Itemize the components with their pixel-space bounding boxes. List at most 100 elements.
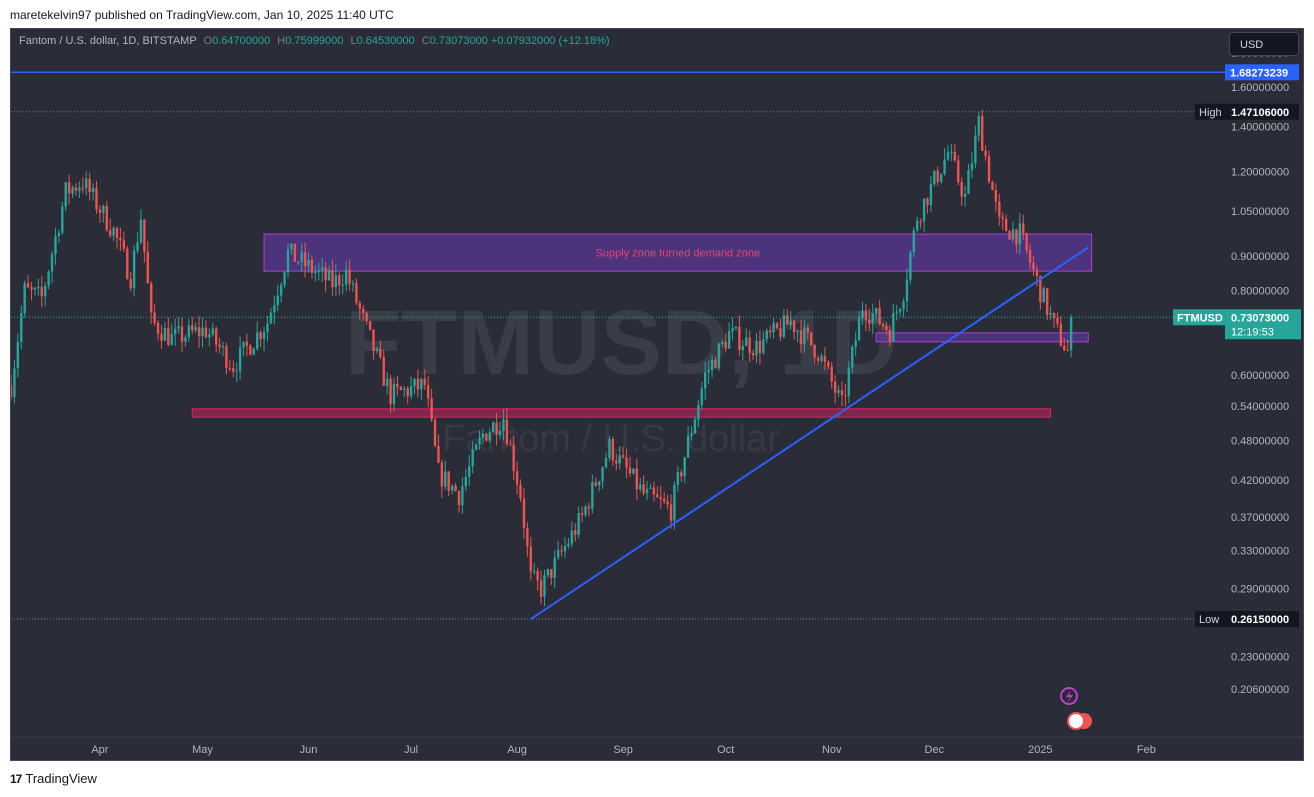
tradingview-logo-icon: 17 (10, 771, 22, 786)
candle-body (577, 512, 580, 535)
price-tick-label: 0.80000000 (1231, 286, 1289, 298)
legend-low: 0.64530000 (356, 35, 415, 47)
candle-body (50, 254, 54, 272)
last-price-ticker-bg (1173, 309, 1225, 326)
candle-body (228, 367, 232, 369)
time-tick-label: Feb (1137, 744, 1156, 756)
candle-body (85, 178, 88, 188)
candle-body (382, 356, 385, 386)
candle-body (721, 341, 724, 344)
candle-body (180, 326, 184, 342)
legend-high: 0.75999000 (285, 35, 344, 47)
candle-body (765, 330, 768, 340)
candle-body (245, 341, 249, 346)
candle-body (119, 237, 122, 241)
candle-body (177, 326, 180, 329)
candle-body (150, 283, 153, 313)
candle-body (536, 571, 539, 581)
candle-body (1066, 350, 1069, 352)
candle-body (987, 156, 991, 182)
candle-body (221, 346, 225, 348)
candle-body (355, 283, 358, 303)
candle-body (1028, 250, 1032, 263)
candle-body (642, 484, 645, 494)
candle-body (102, 205, 105, 214)
candle-body (919, 220, 922, 222)
last-price-countdown: 12:19:53 (1231, 326, 1274, 338)
candle-body (963, 193, 967, 197)
candle-body (392, 383, 396, 405)
price-tick-label: 1.60000000 (1231, 82, 1289, 94)
candle-body (320, 267, 324, 271)
candle-body (485, 433, 488, 441)
candle-body (662, 498, 666, 502)
candle-body (204, 327, 208, 338)
candle-body (768, 330, 772, 333)
candle-body (491, 422, 495, 433)
candle-body (44, 285, 47, 297)
legend-change: +0.07932000 (+12.18%) (490, 35, 610, 47)
candle-body (960, 182, 963, 197)
last-price-ticker: FTMUSD (1177, 312, 1223, 324)
candle-body (833, 381, 837, 393)
candle-body (652, 487, 656, 495)
horizontal-ray-price-tag-bg (1225, 64, 1299, 81)
candle-body (505, 419, 509, 445)
candle-body (823, 355, 827, 363)
currency-button[interactable]: USD (1229, 32, 1299, 56)
candle-body (238, 347, 242, 372)
candle-body (563, 546, 567, 552)
candle-body (1045, 288, 1049, 315)
candle-body (556, 550, 560, 558)
candle-body (266, 323, 269, 333)
candle-body (427, 385, 430, 399)
candle-body (512, 444, 515, 472)
candle-body (509, 444, 512, 446)
candle-body (690, 433, 693, 436)
time-tick-label: Apr (91, 744, 108, 756)
candle-body (139, 219, 143, 243)
candle-body (851, 346, 854, 368)
candle-body (649, 487, 652, 489)
candle-body (454, 485, 457, 492)
candle-body (741, 345, 745, 351)
candle-body (994, 190, 998, 202)
last-price-value: 0.73073000 (1231, 312, 1289, 324)
price-tick-label: 0.90000000 (1231, 251, 1289, 263)
candle-body (30, 287, 33, 290)
candle-body (208, 334, 211, 338)
time-tick-label: Sep (613, 744, 633, 756)
candle-body (779, 328, 782, 337)
candle-body (348, 269, 351, 284)
candle-body (211, 328, 214, 335)
legend-symbol[interactable]: Fantom / U.S. dollar, 1D, BITSTAMP (19, 35, 197, 47)
candle-body (1052, 312, 1056, 318)
candle-body (892, 313, 895, 342)
candle-body (344, 269, 348, 285)
candle-body (450, 485, 454, 491)
candle-body (74, 187, 78, 191)
candle-body (782, 315, 786, 337)
candle-body (727, 331, 731, 349)
candle-body (136, 242, 139, 251)
candle-body (991, 181, 994, 191)
footer-brand[interactable]: 17 TradingView (10, 771, 97, 786)
candle-body (300, 252, 303, 262)
candle-body (235, 371, 238, 373)
candle-body (13, 368, 16, 398)
candle-body (854, 340, 857, 347)
candle-body (26, 283, 30, 288)
candle-body (868, 319, 871, 324)
price-tick-label: 0.23000000 (1231, 652, 1289, 664)
candle-body (132, 250, 136, 289)
candle-body (533, 571, 536, 573)
price-tick-label: 1.20000000 (1231, 167, 1289, 179)
candle-body (604, 457, 608, 468)
candle-body (967, 170, 970, 194)
candle-body (1022, 223, 1025, 234)
candle-body (902, 301, 905, 310)
candle-body (468, 466, 471, 477)
candle-body (184, 337, 187, 342)
